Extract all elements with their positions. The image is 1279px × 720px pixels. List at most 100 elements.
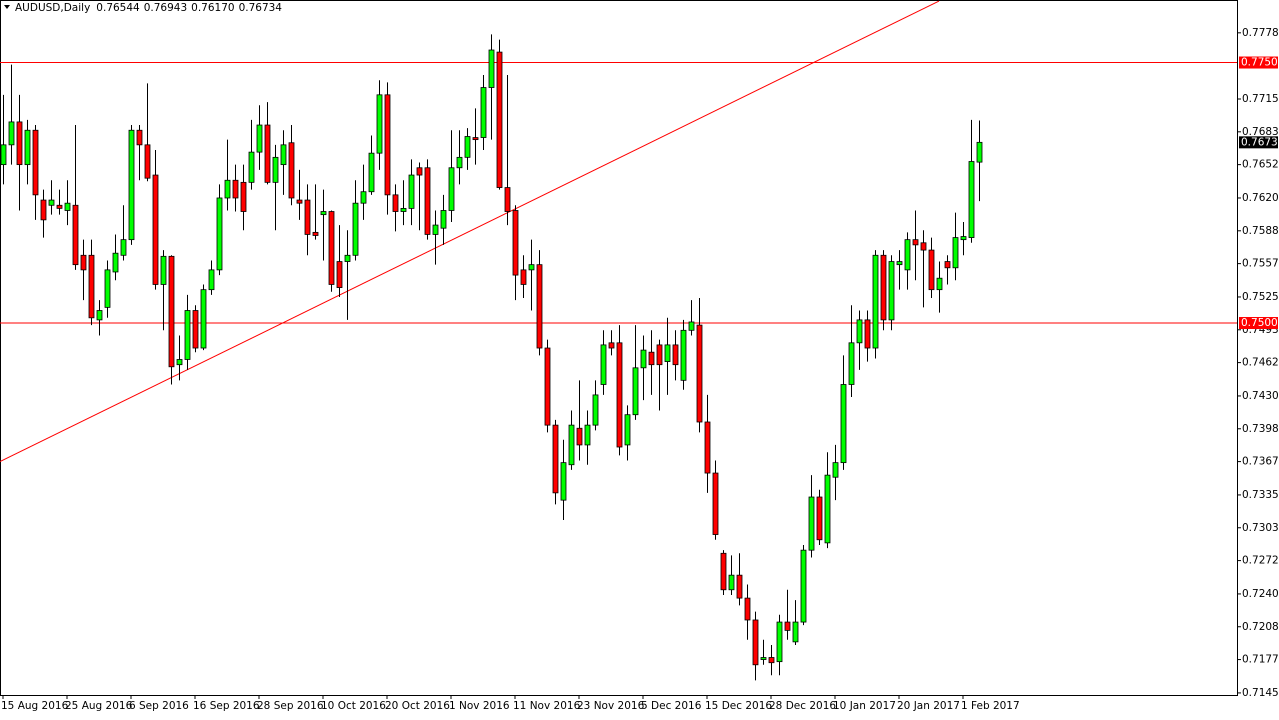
down-candle-body: [240, 181, 247, 212]
down-candle-body: [136, 129, 143, 146]
down-candle-body: [232, 179, 239, 199]
high-value: 0.76943: [144, 2, 187, 14]
down-candle-body: [496, 51, 503, 188]
price-tag: [1239, 317, 1278, 330]
down-candle-body: [696, 324, 703, 423]
down-candle-body: [312, 231, 319, 236]
down-candle-body: [392, 194, 399, 212]
up-candle-body: [400, 207, 407, 212]
up-candle-body: [120, 239, 127, 256]
x-tick-label: 28 Dec 2016: [769, 700, 836, 712]
up-candle-body: [968, 161, 975, 238]
down-candle-body: [928, 249, 935, 291]
chart-header: AUDUSD,Daily 0.76544 0.76943 0.76170 0.76734: [15, 2, 282, 14]
down-candle-body: [920, 242, 927, 251]
up-candle-body: [896, 261, 903, 266]
up-candle-body: [0, 144, 7, 166]
plot-border: [0, 0, 1238, 696]
down-candle-body: [768, 657, 775, 664]
up-candle-body: [432, 224, 439, 235]
down-candle-body: [152, 174, 159, 285]
x-tick-label: 1 Nov 2016: [449, 700, 510, 712]
up-candle-body: [376, 94, 383, 154]
up-candle-body: [408, 174, 415, 209]
x-tick-label: 25 Aug 2016: [65, 700, 133, 712]
down-candle-body: [336, 261, 343, 288]
y-tick-label: 0.73985: [1242, 423, 1279, 435]
up-candle-body: [560, 462, 567, 501]
plot-area: [0, 0, 1237, 681]
up-candle-body: [808, 496, 815, 551]
up-candle-body: [976, 141, 983, 163]
down-candle-body: [880, 254, 887, 321]
up-candle-body: [320, 211, 327, 216]
up-candle-body: [368, 152, 375, 193]
down-candle-body: [744, 597, 751, 621]
up-candle-body: [352, 202, 359, 256]
x-tick-label: 28 Sep 2016: [257, 700, 324, 712]
down-candle-body: [704, 421, 711, 474]
up-candle-body: [440, 210, 447, 229]
up-candle-body: [344, 254, 351, 262]
y-tick-label: 0.72085: [1242, 621, 1279, 633]
up-candle-body: [464, 136, 471, 158]
down-candle-body: [296, 199, 303, 204]
x-tick-label: 5 Dec 2016: [641, 700, 702, 712]
down-candle-body: [544, 347, 551, 426]
up-candle-body: [888, 261, 895, 321]
y-tick-label: 0.73035: [1242, 522, 1279, 534]
up-candle-body: [360, 191, 367, 204]
up-candle-body: [792, 621, 799, 643]
down-candle-body: [736, 574, 743, 599]
y-tick-label: 0.71450: [1242, 687, 1279, 699]
down-candle-body: [88, 254, 95, 319]
up-candle-body: [856, 319, 863, 344]
low-value: 0.76170: [191, 2, 234, 14]
up-candle-body: [216, 197, 223, 271]
up-candle-body: [800, 549, 807, 623]
down-candle-body: [512, 210, 519, 276]
down-candle-body: [576, 427, 583, 446]
down-candle-body: [912, 239, 919, 246]
up-candle-body: [176, 359, 183, 366]
up-candle-body: [8, 121, 15, 146]
up-candle-body: [200, 289, 207, 349]
up-candle-body: [952, 237, 959, 269]
down-candle-body: [944, 261, 951, 269]
x-tick-label: 6 Sep 2016: [129, 700, 189, 712]
up-candle-body: [48, 199, 55, 206]
down-candle-body: [424, 167, 431, 235]
up-candle-body: [592, 394, 599, 426]
up-candle-body: [680, 329, 687, 381]
up-candle-body: [112, 252, 119, 273]
x-tick-label: 20 Oct 2016: [385, 700, 450, 712]
down-candle-body: [72, 204, 79, 266]
up-candle-body: [64, 202, 71, 211]
down-candle-body: [552, 424, 559, 494]
close-value: 0.76734: [239, 2, 283, 14]
menu-arrow: [4, 5, 10, 9]
up-candle-body: [280, 144, 287, 166]
down-candle-body: [816, 496, 823, 541]
down-candle-body: [288, 142, 295, 199]
up-candle-body: [728, 574, 735, 591]
up-candle-body: [184, 310, 191, 360]
up-candle-body: [584, 424, 591, 446]
x-tick-label: 10 Jan 2017: [833, 700, 896, 712]
down-candle-body: [416, 167, 423, 176]
up-candle-body: [456, 156, 463, 169]
up-candle-body: [904, 239, 911, 271]
up-candle-body: [760, 657, 767, 660]
up-candle-body: [24, 129, 31, 166]
down-candle-body: [32, 129, 39, 196]
down-candle-body: [712, 472, 719, 535]
